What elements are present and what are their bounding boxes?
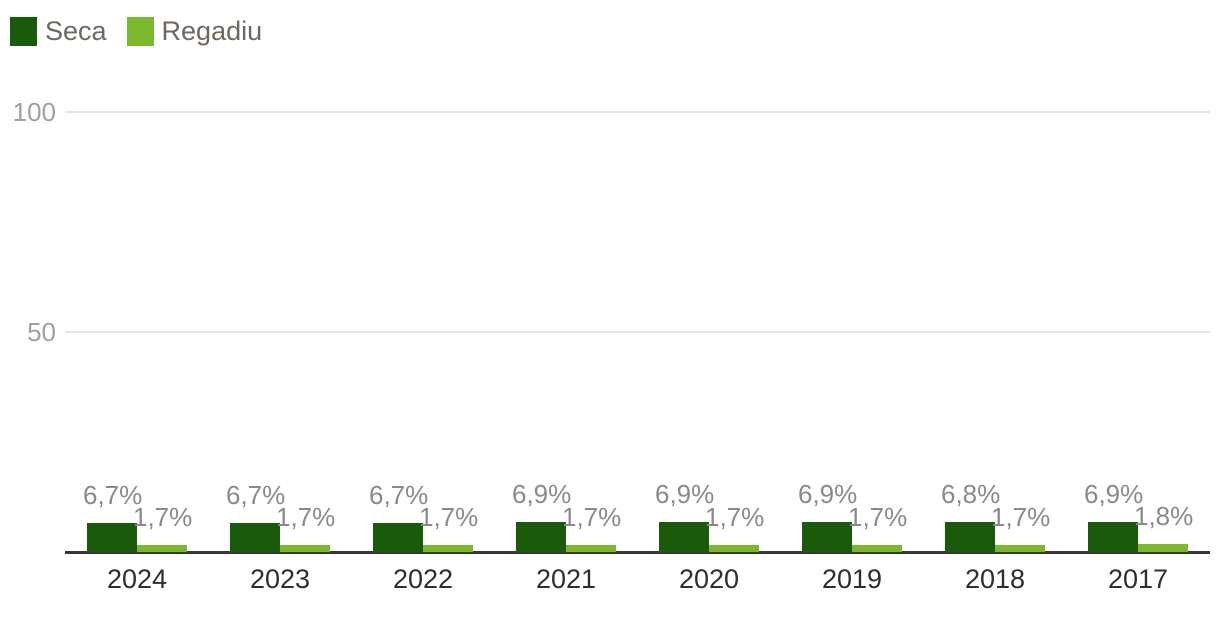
value-label-regadiu-2022: 1,7% (419, 501, 479, 532)
value-label-seca-2024: 6,7% (83, 479, 143, 510)
gridline-50 (65, 331, 1210, 333)
value-label-seca-2020: 6,9% (655, 478, 715, 509)
value-label-seca-2023: 6,7% (226, 479, 286, 510)
category-label-2024: 2024 (106, 564, 168, 594)
legend: Seca Regadiu (10, 17, 262, 46)
bar-seca-2022[interactable] (373, 522, 423, 552)
value-label-regadiu-2024: 1,7% (133, 501, 193, 532)
category-label-2019: 2019 (821, 564, 883, 594)
category-label-2021: 2021 (535, 564, 597, 594)
category-label-2022: 2022 (392, 564, 454, 594)
bar-seca-2023[interactable] (230, 522, 280, 552)
value-label-regadiu-2017: 1,8% (1134, 501, 1194, 532)
bar-regadiu-2021[interactable] (566, 544, 616, 552)
category-label-2020: 2020 (678, 564, 740, 594)
bar-regadiu-2019[interactable] (852, 544, 902, 552)
bar-regadiu-2024[interactable] (137, 544, 187, 552)
value-label-regadiu-2023: 1,7% (276, 501, 336, 532)
value-label-seca-2017: 6,9% (1084, 478, 1144, 509)
bar-seca-2017[interactable] (1088, 521, 1138, 552)
bar-seca-2021[interactable] (516, 521, 566, 552)
bar-seca-2020[interactable] (659, 521, 709, 552)
legend-swatch-seca (10, 17, 37, 46)
bar-regadiu-2023[interactable] (280, 544, 330, 552)
value-label-seca-2018: 6,8% (941, 479, 1001, 510)
bar-regadiu-2017[interactable] (1138, 544, 1188, 552)
legend-label-regadiu: Regadiu (161, 16, 263, 46)
value-label-regadiu-2021: 1,7% (562, 501, 622, 532)
bar-seca-2019[interactable] (802, 521, 852, 552)
value-label-regadiu-2019: 1,7% (848, 501, 908, 532)
bar-seca-2018[interactable] (945, 522, 995, 552)
legend-item-seca[interactable]: Seca (10, 17, 107, 46)
value-label-regadiu-2020: 1,7% (705, 501, 765, 532)
gridline-100 (65, 111, 1210, 113)
bar-regadiu-2018[interactable] (995, 544, 1045, 552)
category-label-2018: 2018 (964, 564, 1026, 594)
legend-item-regadiu[interactable]: Regadiu (126, 16, 263, 46)
value-label-regadiu-2018: 1,7% (991, 501, 1051, 532)
bar-regadiu-2022[interactable] (423, 544, 473, 552)
y-tick-label-100: 100 (12, 97, 56, 127)
x-axis-line (65, 551, 1210, 554)
value-label-seca-2019: 6,9% (798, 478, 858, 509)
legend-label-seca: Seca (45, 16, 107, 46)
category-label-2023: 2023 (249, 564, 311, 594)
legend-swatch-regadiu (126, 17, 154, 46)
bar-seca-2024[interactable] (87, 522, 137, 552)
value-label-seca-2022: 6,7% (369, 479, 429, 510)
value-label-seca-2021: 6,9% (512, 478, 572, 509)
y-tick-label-50: 50 (27, 317, 56, 347)
bar-regadiu-2020[interactable] (709, 544, 759, 552)
category-label-2017: 2017 (1107, 564, 1169, 594)
